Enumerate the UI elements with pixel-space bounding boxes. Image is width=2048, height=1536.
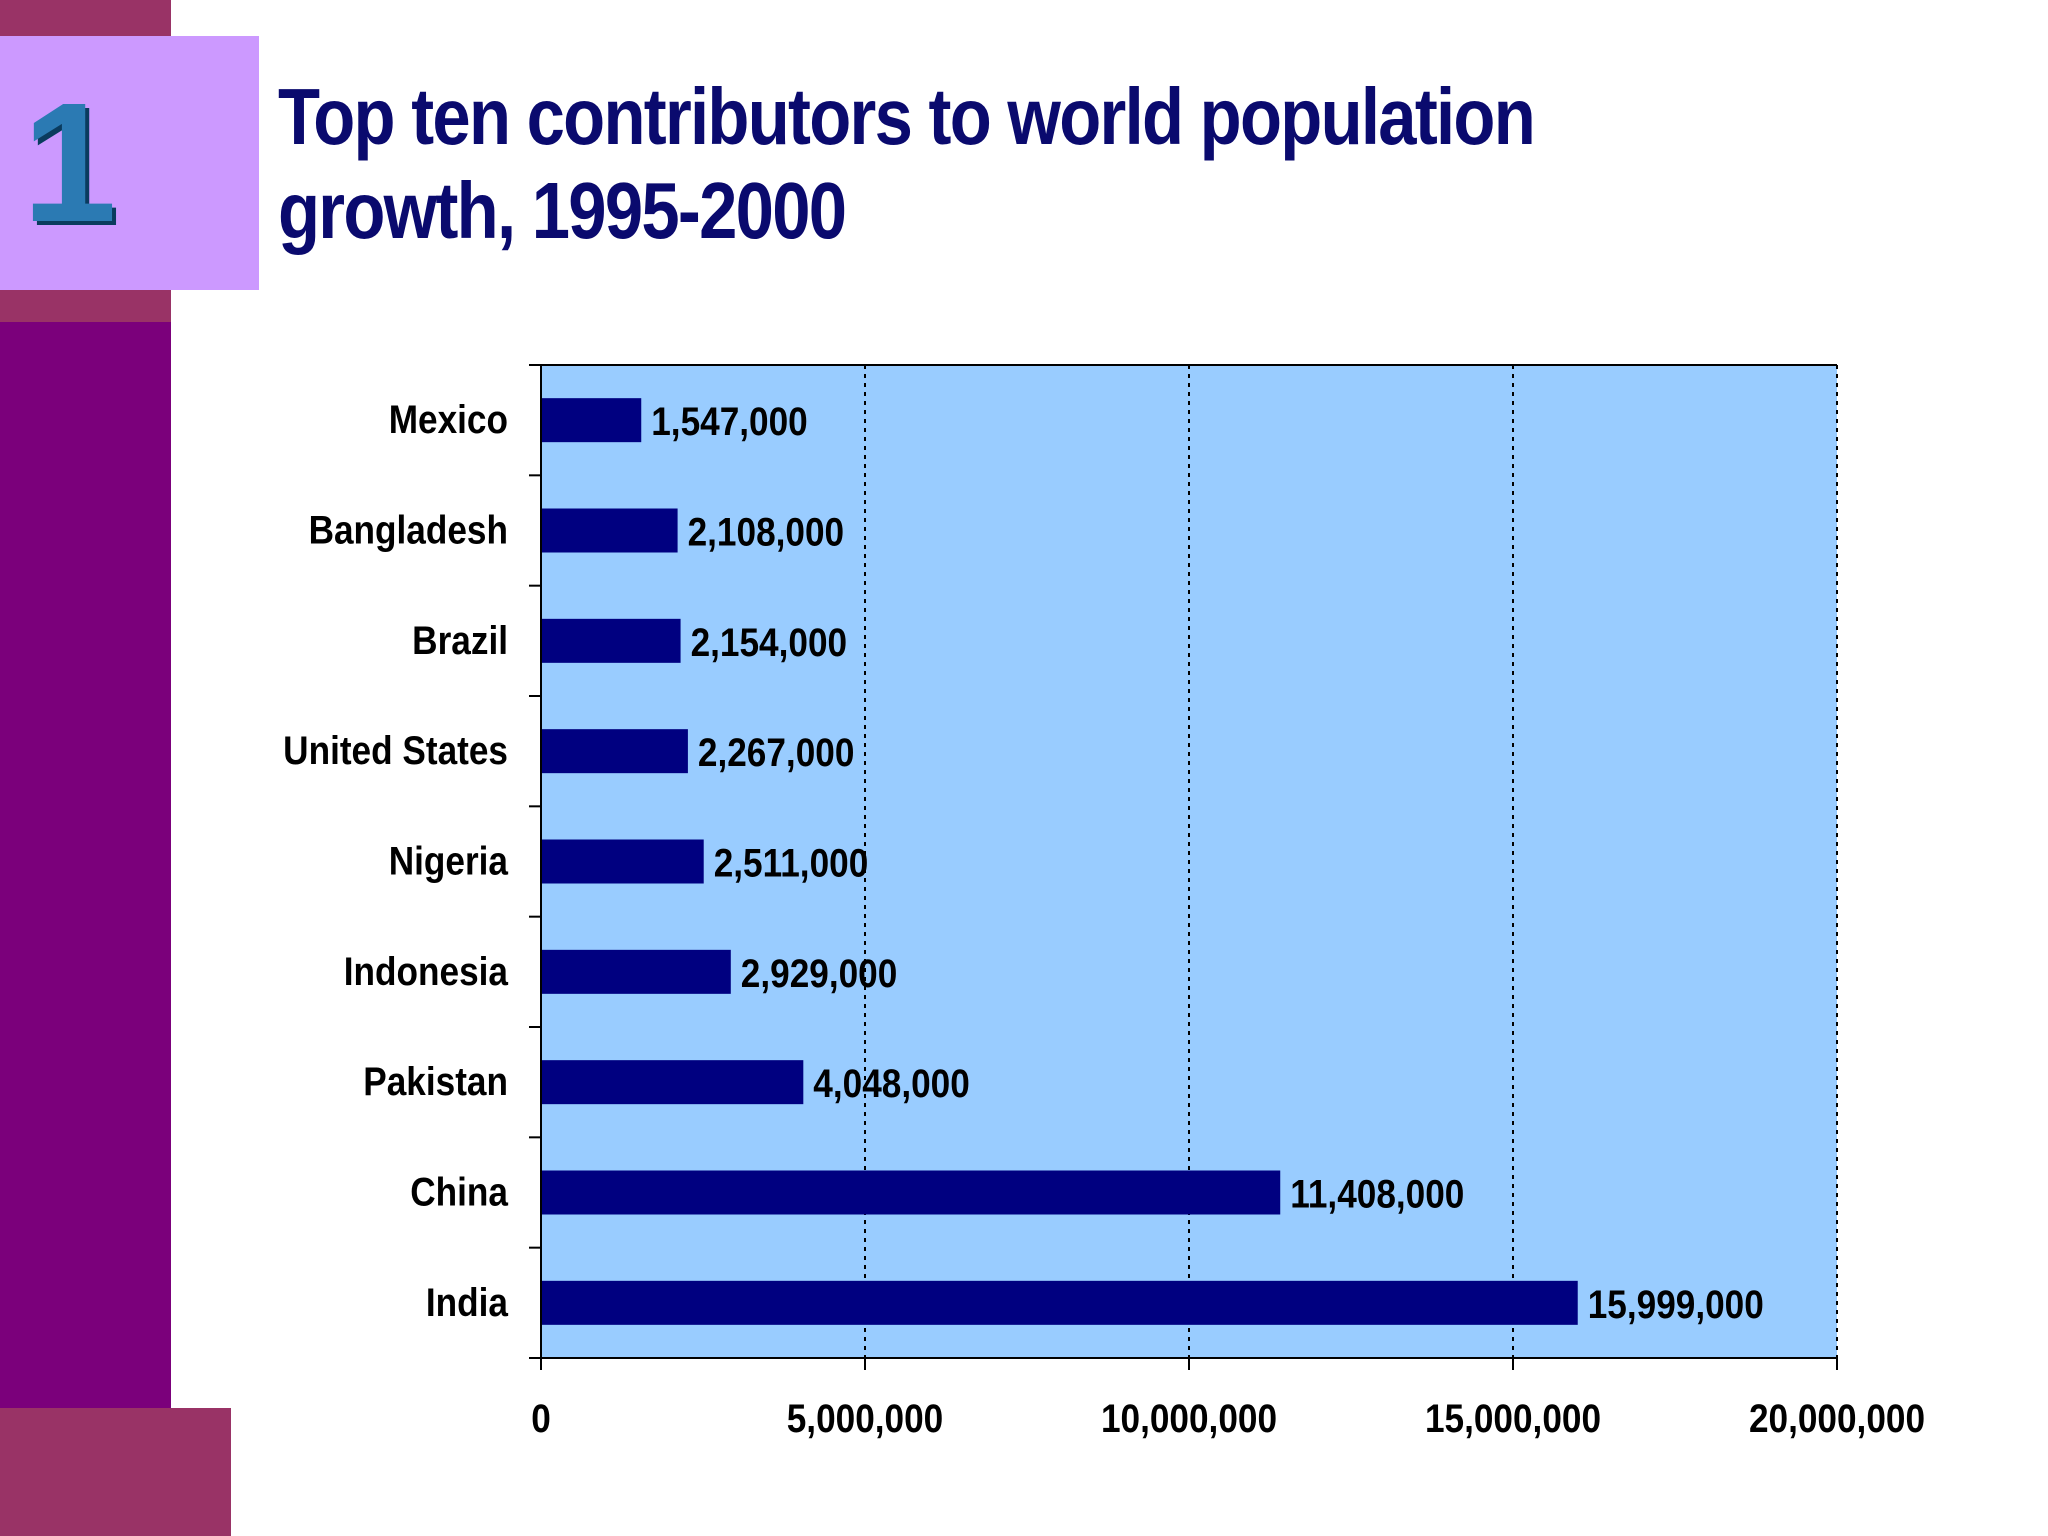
sidebar-mid-band	[0, 290, 171, 322]
slide-number: 1	[22, 68, 117, 258]
x-tick-label: 15,000,000	[1425, 1396, 1601, 1441]
bar	[541, 1280, 1578, 1325]
labels: 1,547,000 Mexico 2,108,000 Bangladesh 2,154,…	[283, 397, 1925, 1440]
sidebar-top-band	[0, 0, 171, 36]
bar	[541, 729, 688, 774]
bars	[541, 398, 1578, 1325]
data-label: 4,048,000	[813, 1061, 970, 1106]
bar	[541, 398, 642, 443]
category-label: Brazil	[412, 618, 508, 663]
category-label: India	[426, 1280, 509, 1325]
category-label: Indonesia	[344, 949, 509, 994]
category-label: Pakistan	[363, 1059, 508, 1104]
x-tick-label: 0	[531, 1396, 551, 1441]
data-label: 2,154,000	[691, 620, 848, 665]
axes	[529, 364, 1838, 1370]
bar	[541, 618, 681, 663]
bottom-corner-block	[0, 1408, 231, 1536]
category-label: Bangladesh	[309, 507, 508, 552]
data-label: 2,267,000	[698, 730, 855, 775]
slide-number-box: 1	[0, 36, 259, 290]
bar	[541, 949, 731, 994]
bar	[541, 1170, 1281, 1215]
x-tick-label: 5,000,000	[787, 1396, 944, 1441]
bar	[541, 1060, 804, 1105]
category-label: China	[410, 1169, 509, 1214]
data-label: 2,511,000	[714, 840, 869, 885]
data-label: 1,547,000	[651, 399, 808, 444]
category-label: Nigeria	[389, 838, 509, 883]
gridlines	[864, 365, 1838, 1358]
category-label: United States	[283, 728, 508, 773]
chart-title: Top ten contributors to world population…	[278, 72, 1536, 255]
data-label: 2,929,000	[741, 951, 898, 996]
bar	[541, 839, 704, 884]
x-tick-label: 20,000,000	[1749, 1396, 1925, 1441]
data-label: 11,408,000	[1290, 1171, 1464, 1216]
data-label: 15,999,000	[1588, 1282, 1764, 1327]
x-tick-label: 10,000,000	[1101, 1396, 1277, 1441]
data-label: 2,108,000	[688, 509, 845, 554]
category-label: Mexico	[389, 397, 508, 442]
bar	[541, 508, 678, 553]
